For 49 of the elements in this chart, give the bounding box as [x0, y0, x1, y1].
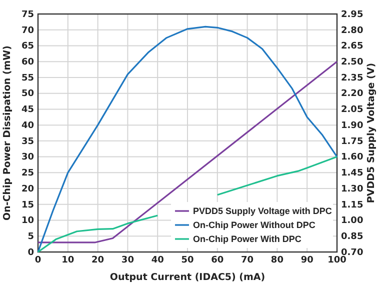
y2-tick-label: 1.75 — [341, 136, 364, 147]
y-tick-label: 5 — [28, 232, 34, 242]
y-axis-title: On-Chip Power Dissipation (mW) — [2, 46, 13, 220]
y2-tick-label: 2.65 — [341, 42, 364, 52]
y2-tick-label: 1.15 — [341, 200, 364, 210]
y2-tick-label: 2.20 — [341, 89, 364, 100]
y2-tick-label: 1.90 — [341, 120, 364, 131]
x-tick-label: 20 — [92, 255, 104, 266]
y-tick-label: 60 — [21, 57, 34, 68]
x-tick-label: 100 — [328, 255, 346, 266]
y-tick-label: 0 — [28, 248, 34, 258]
legend-label: On-Chip Power With DPC — [193, 234, 302, 244]
y2-tick-label: 1.00 — [341, 216, 364, 226]
y2-tick-label: 0.85 — [341, 232, 364, 242]
x-tick-label: 30 — [121, 255, 134, 266]
y-tick-label: 70 — [21, 26, 34, 36]
legend-label: PVDD5 Supply Voltage with DPC — [193, 206, 332, 216]
y-tick-label: 30 — [21, 152, 34, 163]
y-tick-label: 10 — [21, 216, 34, 226]
y2-axis-title: PVDD5 Supply Voltage (V) — [366, 62, 377, 204]
x-tick-label: 0 — [34, 255, 42, 266]
y-tick-label: 25 — [21, 168, 34, 179]
x-tick-label: 40 — [151, 255, 164, 266]
y-tick-label: 15 — [21, 200, 34, 210]
y2-tick-label: 2.95 — [341, 10, 364, 20]
y-tick-label: 40 — [21, 120, 34, 131]
x-tick-label: 60 — [211, 255, 224, 266]
y-tick-label: 55 — [21, 73, 34, 84]
y2-tick-label: 1.45 — [341, 168, 364, 179]
y2-tick-label: 2.50 — [341, 57, 364, 68]
x-tick-label: 70 — [241, 255, 254, 266]
x-tick-label: 50 — [181, 255, 194, 266]
y-tick-label: 50 — [21, 89, 34, 100]
y2-tick-label: 2.35 — [341, 73, 364, 84]
y-tick-label: 65 — [21, 42, 34, 52]
y2-tick-label: 2.80 — [341, 26, 364, 36]
y-tick-label: 20 — [21, 184, 34, 194]
x-axis-title: Output Current (IDAC5) (mA) — [110, 272, 266, 283]
x-tick-label: 10 — [62, 255, 74, 266]
y2-tick-label: 2.05 — [341, 105, 364, 116]
y-tick-label: 75 — [21, 10, 34, 20]
y2-tick-label: 1.60 — [341, 152, 364, 163]
y2-tick-label: 1.30 — [341, 184, 364, 194]
x-tick-label: 80 — [270, 255, 284, 266]
y-tick-label: 35 — [21, 136, 34, 147]
legend-label: On-Chip Power Without DPC — [193, 220, 316, 230]
line-series — [37, 26, 338, 253]
x-tick-label: 90 — [300, 255, 314, 266]
y-tick-label: 45 — [21, 105, 34, 116]
